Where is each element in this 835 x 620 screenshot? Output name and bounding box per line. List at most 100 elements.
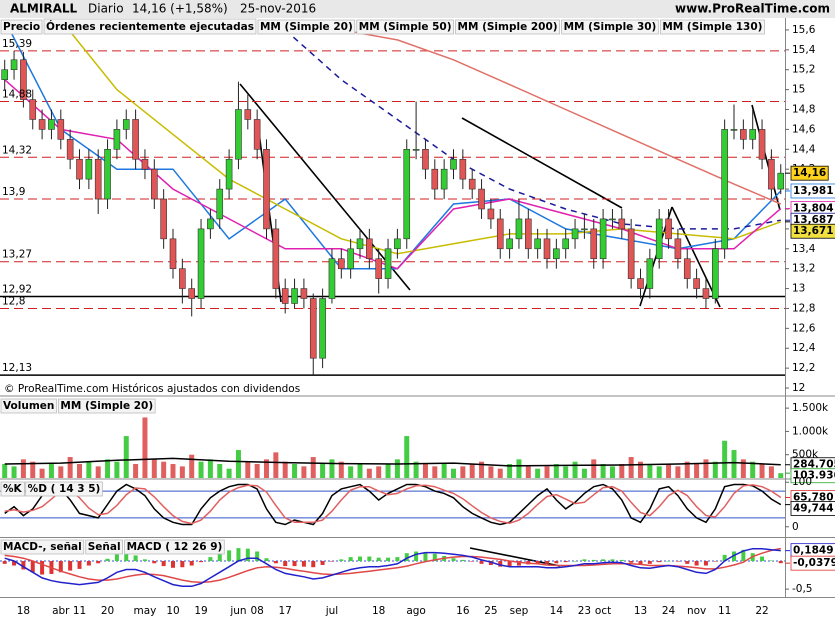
candle-body [384,248,392,279]
volume-bar [151,459,157,478]
candle-body [20,59,27,100]
candle-body [48,119,55,130]
histogram-bar [582,559,587,562]
volume-bar [39,468,45,478]
candle-body [207,218,214,230]
x-tick-label: 20 [101,605,114,617]
histogram-bar [535,561,540,564]
plot-area [2,417,784,478]
histogram-bar [40,561,45,575]
candle-body [702,288,710,299]
candle-body [478,188,485,210]
volume-bar [366,468,372,478]
candle-body [113,129,121,150]
volume-bar [469,464,475,478]
candle-body [412,149,420,151]
candle-body [337,258,345,269]
volume-bar [628,457,634,478]
candle-body [749,129,757,140]
level-label: 14,32 [2,144,32,156]
candle-body [422,149,429,170]
label-box [790,501,835,516]
legend-label: MM (Simple 30) [564,21,657,33]
candle-body [674,238,682,260]
candle-body [740,129,747,140]
histogram-bar [21,561,26,570]
y-tick-label: 14,4 [792,143,816,155]
candle-body [487,208,495,220]
histogram-bar [161,561,166,567]
ma-line [4,484,782,525]
histogram-bar [554,561,559,564]
histogram-bar [273,561,278,564]
volume-bar [694,464,700,478]
candle-body [38,119,46,130]
volume-bar [11,466,17,478]
plot-area [0,19,785,376]
histogram-bar [133,555,138,562]
histogram-bar [12,561,17,566]
histogram-bar [86,561,91,566]
label-box [659,19,765,35]
ma-line [4,547,781,584]
volume-bar [563,466,569,478]
histogram-bar [320,561,325,565]
histogram-bar [208,557,213,562]
label-box [57,398,156,414]
histogram-bar [386,557,391,562]
histogram-bar [713,561,718,562]
histogram-bar [124,553,129,562]
x-tick-label: 18 [372,605,385,617]
candle-body [553,248,560,260]
volume-bar [703,459,709,478]
volume-bar [292,464,298,478]
histogram-bar [376,557,381,562]
label-box [790,183,835,199]
candle-body [272,228,280,289]
histogram-bar [329,561,334,562]
x-tick-label: abr [52,605,70,617]
candle-body [637,278,644,289]
histogram-bar [479,561,484,564]
histogram-bar [769,560,774,562]
candle-body [375,258,383,279]
volume-bar [179,466,185,478]
histogram-bar [180,561,185,568]
candle-body [132,119,139,160]
candle-body [721,129,728,250]
histogram-bar [498,561,503,567]
legend-label: Señal [88,541,121,553]
volume-bar [67,457,73,478]
volume-bar [329,459,335,478]
candle-body [459,158,467,180]
label-box [124,539,225,555]
candle-body [328,258,336,299]
y-tick-label: 12,8 [792,302,815,314]
last-value-label: 65,780 [793,491,834,503]
last-value-label: 13,671 [793,225,834,237]
legend-label: MACD ( 12 26 9) [127,541,223,553]
volume-bar [497,468,503,478]
histogram-bar [339,559,344,562]
x-tick-label: nov [687,605,706,617]
candle-body [655,218,663,260]
volume-bar [48,464,54,478]
x-tick-label: jul [325,605,339,617]
volume-bar [254,464,260,478]
volume-bar [656,466,662,478]
volume-bar [273,452,279,478]
candle-body [151,168,158,200]
volume-bar [95,466,101,478]
x-tick-label: 08 [250,605,263,617]
volume-bar [301,466,307,478]
candle-body [515,218,523,240]
candle-body [768,158,775,190]
candle-body [609,218,616,221]
candle-body [216,188,224,220]
footer: © ProRealTime.com Históricos ajustados c… [4,383,300,395]
last-value-label: 103.936 [793,470,835,482]
histogram-bar [395,557,400,562]
volume-bar [394,459,400,478]
last-value-label: 14,16 [793,167,826,179]
candle-body [468,178,476,190]
